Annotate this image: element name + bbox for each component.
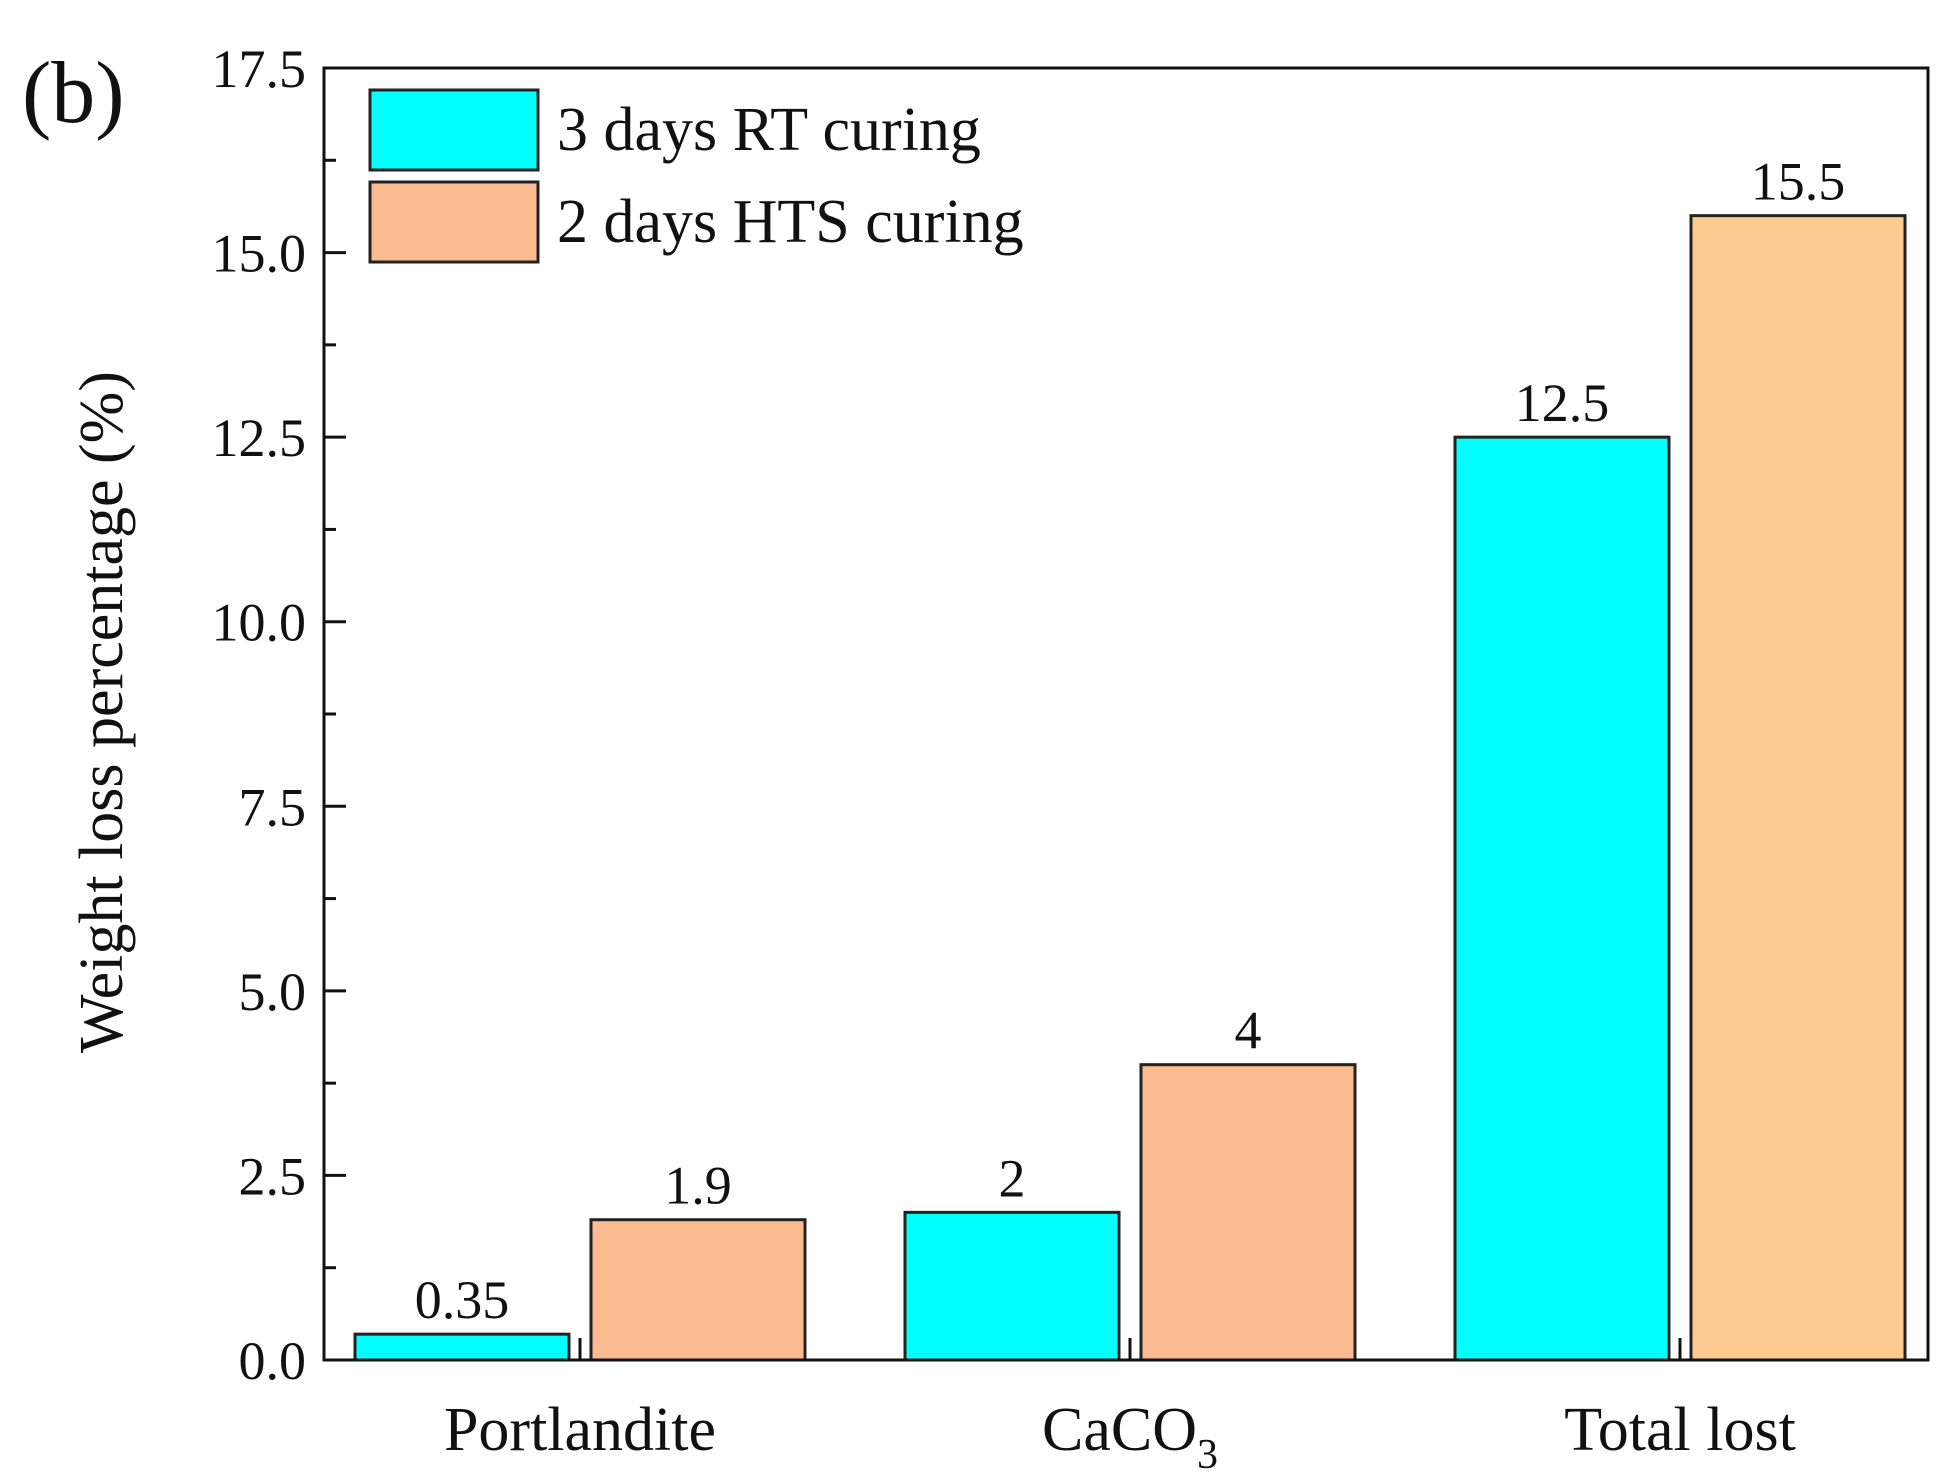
data-label: 1.9 [664, 1156, 732, 1216]
bar-rt-2 [1453, 435, 1671, 1362]
y-tick-label: 12.5 [212, 408, 307, 468]
data-label: 2 [999, 1148, 1026, 1208]
bar-hts-1 [1139, 1063, 1357, 1362]
y-tick-label: 0.0 [239, 1331, 307, 1391]
ticks-layer: 0.0 2.5 5.0 7.5 10.0 12.5 15.0 17.5 [212, 39, 1682, 1391]
plot-frame [322, 66, 1930, 1362]
bars-layer [353, 214, 1907, 1362]
legend-swatch [368, 88, 540, 172]
category-labels-layer: Portlandite CaCO3 Total lost [444, 1396, 1796, 1472]
data-label: 12.5 [1515, 373, 1610, 433]
legend-swatch [368, 180, 540, 264]
panel-label: (b) [22, 45, 125, 142]
y-tick-label: 10.0 [212, 593, 307, 653]
legend-label: 2 days HTS curing [557, 188, 1024, 256]
category-label: Total lost [1564, 1396, 1796, 1464]
data-label: 0.35 [415, 1270, 510, 1330]
legend: 3 days RT curing 2 days HTS curing [368, 88, 1024, 264]
y-tick-label: 2.5 [239, 1146, 307, 1206]
bar-hts-0 [589, 1218, 807, 1362]
y-axis-label: Weight loss percentage (%) [68, 371, 136, 1053]
data-labels-layer: 0.35 2 12.5 1.9 4 15.5 [415, 152, 1846, 1331]
legend-label: 3 days RT curing [557, 96, 981, 164]
y-tick-label: 7.5 [239, 777, 307, 837]
category-label: CaCO3 [1042, 1396, 1218, 1472]
bar-rt-0 [353, 1332, 571, 1362]
y-tick-label: 15.0 [212, 224, 307, 284]
y-tick-label: 5.0 [239, 962, 307, 1022]
y-tick-label: 17.5 [212, 39, 307, 99]
data-label: 4 [1235, 1001, 1262, 1061]
bar-hts-2 [1689, 214, 1907, 1362]
category-label: Portlandite [444, 1396, 716, 1464]
data-label: 15.5 [1751, 152, 1846, 212]
bar-rt-1 [903, 1210, 1121, 1362]
